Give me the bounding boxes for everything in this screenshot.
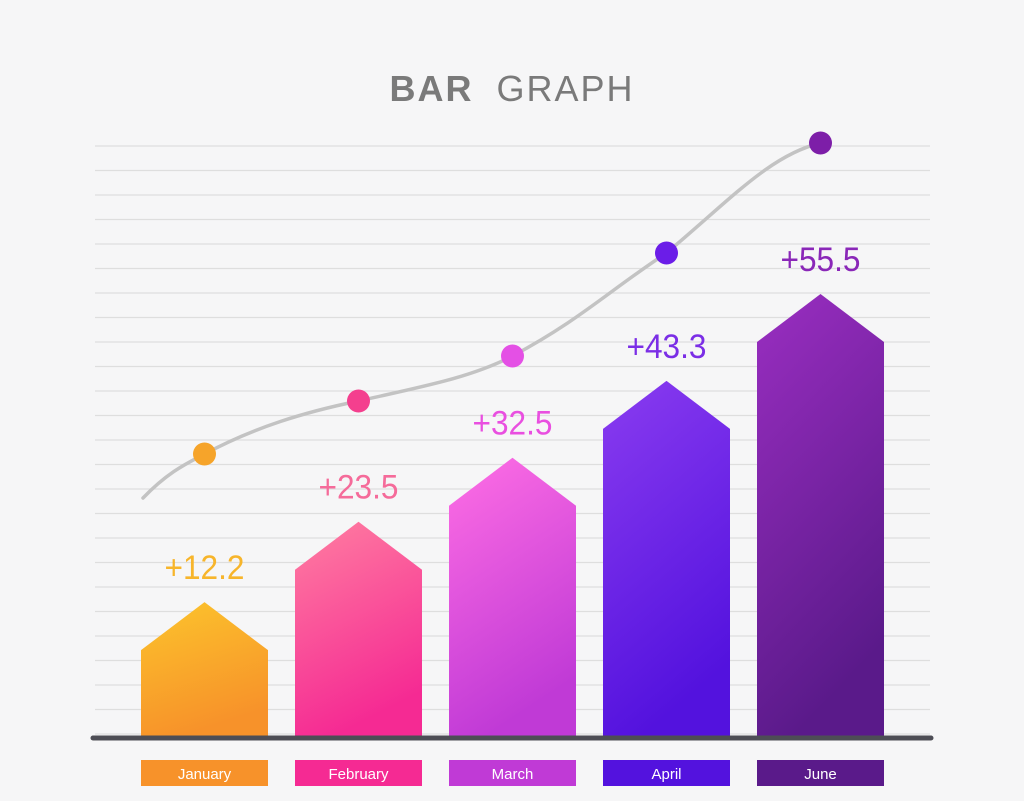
category-label-february: February [328,766,389,783]
category-tag-february: February [295,760,422,786]
category-tag-bg [295,760,422,786]
chart-title: BAR GRAPH [389,68,634,109]
category-labels: January February March April June [141,760,884,786]
chart-title-bold: BAR [389,68,473,109]
value-label-june: +55.5 [781,241,861,279]
category-tag-bg [141,760,268,786]
bar-april [603,380,730,737]
category-tag-june: June [757,760,884,786]
category-tag-january: January [141,760,268,786]
trend-point-march [501,344,524,368]
category-tag-april: April [603,760,730,786]
trend-line-group [141,131,832,500]
trend-point-april [655,241,678,265]
bars [141,294,884,737]
category-label-june: June [804,766,837,783]
value-label-february: +23.5 [319,469,399,507]
category-tag-bg [757,760,884,786]
trend-point-february [347,389,370,413]
bar-june [757,294,884,737]
value-label-april: +43.3 [627,328,707,366]
category-label-march: March [492,766,534,783]
category-label-april: April [651,766,681,783]
bar-january [141,602,268,737]
category-tag-bg [449,760,576,786]
trend-point-january [193,442,216,466]
category-tag-bg [603,760,730,786]
value-label-march: +32.5 [473,405,553,443]
value-label-january: +12.2 [165,549,245,587]
bar-march [449,457,576,737]
bar-february [295,521,422,737]
trend-point-june [809,131,832,155]
chart-title-light: GRAPH [496,68,634,109]
category-label-january: January [178,766,232,783]
category-tag-march: March [449,760,576,786]
value-labels: +12.2 +23.5 +32.5 +43.3 +55.5 [165,241,861,587]
